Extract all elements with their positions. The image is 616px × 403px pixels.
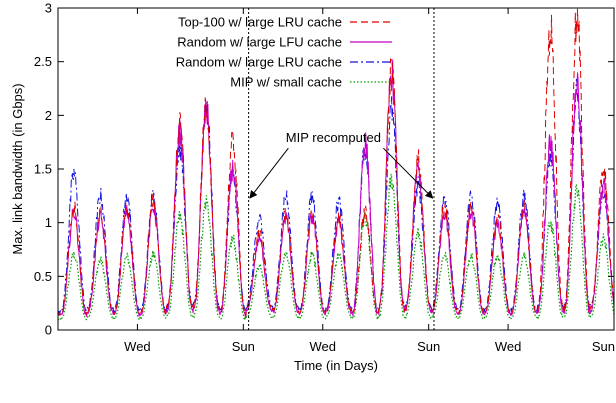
series-line-1 bbox=[58, 8, 615, 316]
y-tick-label: 1.5 bbox=[34, 162, 52, 177]
legend: Top-100 w/ large LRU cache Random w/ larg… bbox=[176, 15, 392, 90]
x-tick-label: Wed bbox=[310, 339, 337, 354]
y-tick-label: 2.5 bbox=[34, 54, 52, 69]
y-tick-label: 0.5 bbox=[34, 269, 52, 284]
annotation-arrow-2 bbox=[382, 147, 434, 199]
y-tick-label: 3 bbox=[45, 1, 52, 16]
y-tick-label: 2 bbox=[45, 108, 52, 123]
annotation-layer: MIP recomputed bbox=[249, 130, 434, 199]
legend-label-1: Top-100 w/ large LRU cache bbox=[178, 15, 342, 30]
x-tick-label: Sun bbox=[417, 339, 440, 354]
series-layer bbox=[57, 8, 615, 321]
annotation-mip-recomputed: MIP recomputed bbox=[286, 130, 381, 145]
y-tick-label: 1 bbox=[45, 215, 52, 230]
legend-label-3: Random w/ large LRU cache bbox=[176, 55, 342, 70]
tick-layer: 0 0.5 1 1.5 2 2.5 3 Wed Sun Wed Sun Wed Sun bbox=[34, 1, 615, 355]
x-tick-label: Sun bbox=[592, 339, 615, 354]
series-line-2 bbox=[57, 59, 615, 318]
legend-label-4: MIP w/ small cache bbox=[230, 75, 342, 90]
x-tick-label: Sun bbox=[232, 339, 255, 354]
x-axis-label: Time (in Days) bbox=[294, 358, 378, 373]
marker-layer bbox=[248, 8, 435, 330]
annotation-arrow-1 bbox=[249, 147, 289, 199]
x-tick-label: Wed bbox=[495, 339, 522, 354]
y-axis-label: Max. link bandwidth (in Gbps) bbox=[10, 83, 25, 254]
y-tick-label: 0 bbox=[45, 323, 52, 338]
legend-label-2: Random w/ large LFU cache bbox=[177, 35, 342, 50]
series-line-4 bbox=[57, 173, 615, 321]
x-tick-label: Wed bbox=[124, 339, 151, 354]
